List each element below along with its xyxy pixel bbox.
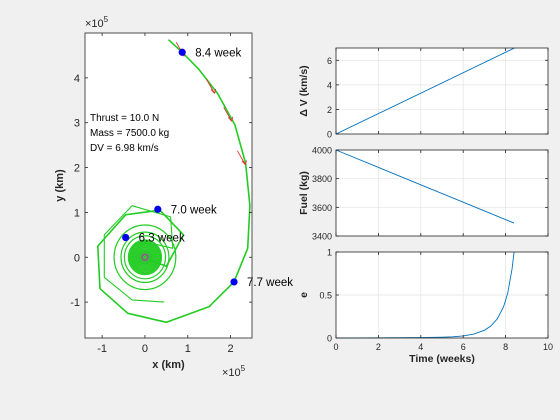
fuel-series-line <box>335 149 515 224</box>
thrust-arrow <box>206 79 215 94</box>
orbit-y-tick-label: 4 <box>74 73 80 85</box>
fuel-y-axis-label: Fuel (kg) <box>298 171 310 215</box>
delta_v-y-tick-label: 2 <box>327 105 332 115</box>
fuel-y-tick-label: 4000 <box>312 146 332 156</box>
fuel-y-tick-label: 3800 <box>312 174 332 184</box>
trajectory-ring <box>128 240 162 275</box>
eccentricity-x-tick-label: 8 <box>503 342 508 352</box>
eccentricity-x-tick-label: 6 <box>461 342 466 352</box>
thrust-arrow-head <box>210 88 217 94</box>
trajectory-ring <box>134 246 156 268</box>
info-mass-text: Mass = 7500.0 kg <box>90 128 169 139</box>
orbit-y-tick-label: 0 <box>74 252 80 264</box>
orbit-plot-content: 8.4 week 7.0 week 6.3 week 7.7 week <box>97 39 293 324</box>
central-body <box>141 253 149 261</box>
delta_v-y-tick-label: 6 <box>327 56 332 66</box>
trajectory-ring <box>137 249 153 266</box>
fuel-plot: 3400 3600 3800 4000 Fuel (kg) <box>298 146 549 242</box>
orbit-x-exponent-base: ×10 <box>222 367 241 379</box>
trajectory-ring <box>113 224 177 291</box>
eccentricity-x-tick-label: 10 <box>543 342 553 352</box>
orbit-y-exponent-base: ×10 <box>85 18 104 30</box>
orbit-x-exponent-power: 5 <box>241 364 246 373</box>
central-orbit-disc <box>138 250 152 264</box>
thrust-arrow <box>237 150 246 166</box>
time-marker <box>154 205 162 213</box>
orbit-y-exponent: ×105 <box>85 15 109 30</box>
trajectory-ring <box>120 231 170 283</box>
trajectory-ring <box>137 249 153 265</box>
trajectory-ring <box>131 243 159 272</box>
orbit-y-tick-label: 1 <box>74 207 80 219</box>
delta_v-y-tick-label: 4 <box>327 80 332 90</box>
orbit-y-tick-label: -1 <box>70 297 80 309</box>
fuel-y-tick-label: 3600 <box>312 203 332 213</box>
delta_v-axes-background <box>336 48 548 134</box>
trajectory-ring <box>132 244 158 271</box>
orbit-x-axis-label: x (km) <box>152 359 185 371</box>
trajectory-ring <box>123 235 167 280</box>
thrust-arrow-head <box>227 116 234 122</box>
eccentricity-y-tick-label: 0.5 <box>319 291 332 301</box>
time-marker-label: 6.3 week <box>139 233 185 245</box>
trajectory-ring <box>130 241 160 273</box>
orbit-axes-background <box>85 33 252 338</box>
orbit-x-tick-label: 1 <box>185 343 191 355</box>
trajectory-ring <box>129 240 161 274</box>
trajectory-ring <box>127 239 163 276</box>
delta_v-y-axis-label: Δ V (km/s) <box>298 65 310 116</box>
trajectory-ring <box>136 248 154 267</box>
trajectory-ring <box>133 245 156 269</box>
info-dv-text: DV = 6.98 km/s <box>90 143 159 154</box>
delta_v-axes-frame <box>335 47 549 135</box>
fuel-y-tick-label: 3400 <box>312 232 332 242</box>
time-marker <box>122 233 130 242</box>
orbit-ticks: -1 0 1 2 -1 0 1 2 3 4 <box>70 33 252 355</box>
eccentricity-y-tick-label: 1 <box>327 248 332 258</box>
trajectory-spiral-inner <box>103 205 174 303</box>
eccentricity-x-tick-label: 2 <box>376 342 381 352</box>
orbit-y-tick-label: 3 <box>74 118 80 130</box>
time-marker <box>178 48 186 56</box>
eccentricity-y-tick-label: 0 <box>327 334 332 344</box>
time-marker-label: 7.0 week <box>171 204 217 216</box>
delta_v-y-tick-label: 0 <box>327 130 332 140</box>
time-marker <box>230 278 238 286</box>
eccentricity-x-tick-label: 4 <box>418 342 423 352</box>
orbit-y-axis-label: y (km) <box>54 169 66 202</box>
orbit-x-tick-label: 0 <box>142 343 148 355</box>
trajectory-ring <box>130 242 160 272</box>
eccentricity-y-axis-label: e <box>298 292 310 298</box>
delta_v-series-line <box>335 47 515 135</box>
time-marker-label: 7.7 week <box>247 277 293 289</box>
info-thrust-text: Thrust = 10.0 N <box>90 113 159 124</box>
orbit-y-tick-label: 2 <box>74 163 80 175</box>
orbit-clipped-group <box>97 39 251 324</box>
thrust-arrow-head <box>241 160 247 166</box>
orbit-x-tick-label: -1 <box>97 343 107 355</box>
delta-v-plot: 0 2 4 6 Δ V (km/s) <box>298 47 549 140</box>
orbit-axes-frame <box>84 32 253 339</box>
orbit-x-tick-label: 2 <box>228 343 234 355</box>
orbit-y-exponent-power: 5 <box>104 15 109 24</box>
fuel-axes-frame <box>335 149 549 237</box>
trajectory-ring <box>135 247 155 268</box>
orbit-x-exponent: ×105 <box>222 364 246 379</box>
eccentricity-x-tick-label: 0 <box>333 342 338 352</box>
trajectory-ring <box>133 244 157 270</box>
time-marker-label: 8.4 week <box>195 47 241 59</box>
thrust-arrow <box>223 107 233 122</box>
eccentricity-x-axis-label: Time (weeks) <box>409 353 475 365</box>
